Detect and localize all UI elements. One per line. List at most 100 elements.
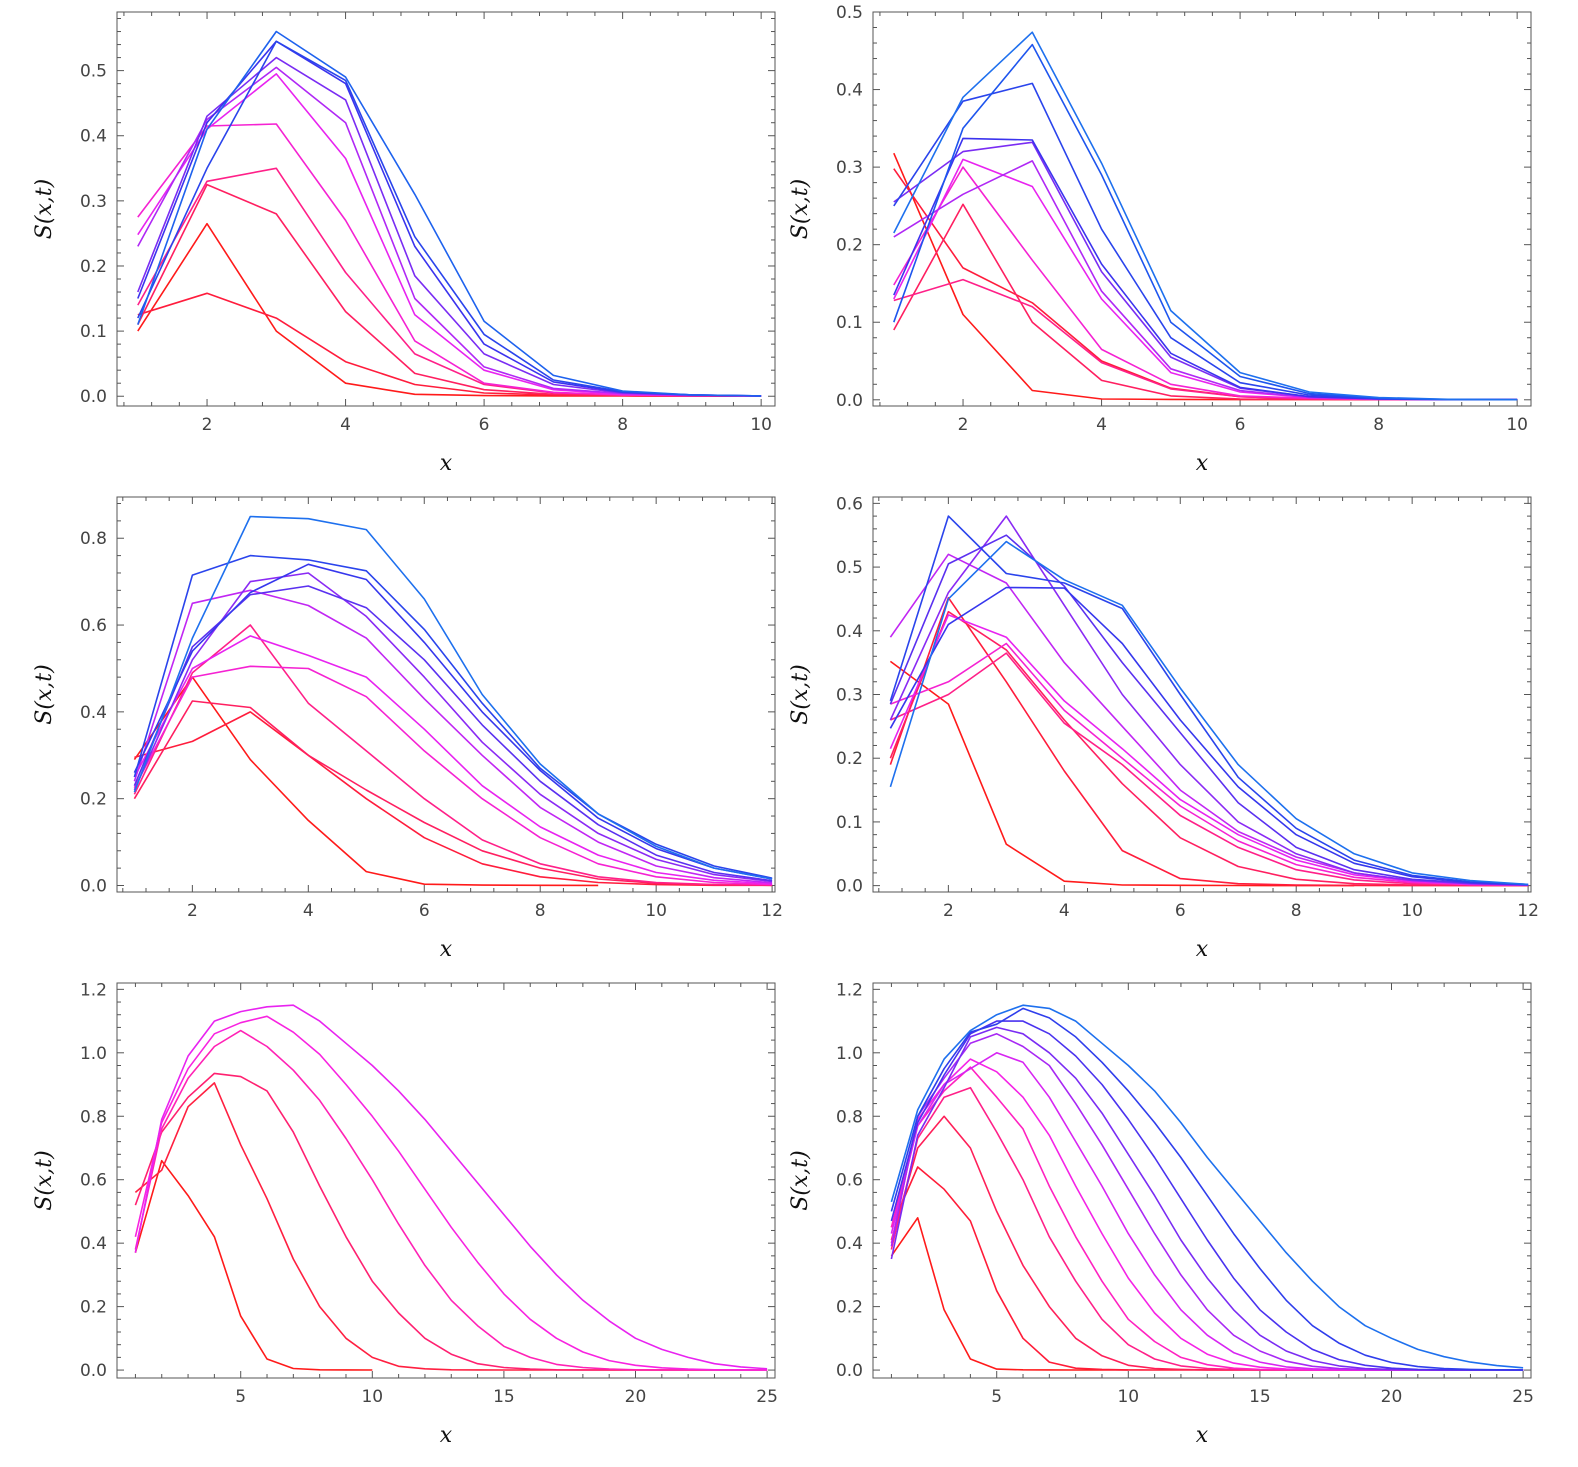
series-line-series-2 <box>893 168 1518 401</box>
series-line-series-10 <box>889 586 1529 886</box>
y-tick-label: 0.6 <box>836 494 863 514</box>
series-line-series-3 <box>137 183 762 398</box>
y-tick-label: 1.0 <box>836 1044 863 1064</box>
x-tick-label: 5 <box>235 1387 246 1407</box>
y-tick-label: 0.8 <box>80 1107 107 1127</box>
y-tick-label: 0.5 <box>80 62 107 82</box>
x-tick-label: 6 <box>1235 415 1246 435</box>
series-line-series-6 <box>889 614 1529 886</box>
y-axis-label: S(x,t) <box>788 664 813 724</box>
y-tick-label: 0.5 <box>836 3 863 23</box>
x-tick-label: 12 <box>1517 901 1539 921</box>
series-line-series-10 <box>893 82 1518 401</box>
y-tick-label: 0.1 <box>836 313 863 333</box>
series-line-series-11 <box>133 554 773 879</box>
y-tick-label: 0.8 <box>836 1107 863 1127</box>
x-tick-label: 6 <box>479 415 490 435</box>
y-axis-label: S(x,t) <box>32 664 57 724</box>
series-line-series-8 <box>133 572 773 883</box>
plot-frame <box>872 11 1532 407</box>
series-line-series-1 <box>137 222 762 398</box>
y-tick-label: 1.2 <box>80 980 107 1000</box>
x-tick-label: 6 <box>1175 901 1186 921</box>
chart-panel-1: 2 4 6 8 10 0.0 0.1 0.2 0.3 0.4 0.5 x S(x,t) <box>32 11 776 476</box>
x-tick-label: 12 <box>761 901 783 921</box>
series-line-series-7 <box>133 589 773 884</box>
series-line-series-1 <box>889 660 1355 887</box>
y-tick-label: 0.3 <box>80 192 107 212</box>
chart-panel-6: 5 10 15 20 25 0.0 0.2 0.4 0.6 0.8 1.0 1.2 x S(x,t) <box>788 980 1534 1448</box>
y-axis-label: S(x,t) <box>788 179 813 239</box>
y-axis-label: S(x,t) <box>32 1150 57 1210</box>
series-line-series-2 <box>890 1166 1524 1371</box>
chart-panel-3: 2 4 6 8 10 12 0.0 0.2 0.4 0.6 0.8 x S(x,t) <box>32 496 783 962</box>
series-line-series-9 <box>890 1026 1524 1371</box>
x-tick-label: 8 <box>535 901 546 921</box>
series-line-series-4 <box>890 1086 1524 1371</box>
series-line-series-5 <box>133 665 773 886</box>
series-line-series-5 <box>893 166 1518 401</box>
y-tick-label: 0.2 <box>836 236 863 256</box>
y-axis-label: S(x,t) <box>32 179 57 239</box>
x-axis-label: x <box>440 937 453 962</box>
y-tick-label: 0.6 <box>836 1171 863 1191</box>
chart-panel-2: 2 4 6 8 10 0.0 0.1 0.2 0.3 0.4 0.5 x S(x,t) <box>788 3 1532 476</box>
series-line-series-4 <box>133 624 773 886</box>
series-line-series-3 <box>889 610 1529 887</box>
x-axis-label: x <box>1196 451 1209 476</box>
x-tick-label: 10 <box>1117 1387 1139 1407</box>
y-tick-label: 0.0 <box>80 876 107 896</box>
x-tick-label: 10 <box>361 1387 383 1407</box>
series-line-series-2 <box>134 711 773 887</box>
x-tick-label: 25 <box>756 1387 778 1407</box>
y-tick-label: 0.2 <box>836 749 863 769</box>
y-tick-label: 0.4 <box>80 1234 107 1254</box>
x-axis-label: x <box>1196 937 1209 962</box>
x-tick-label: 4 <box>1059 901 1070 921</box>
x-tick-label: 15 <box>493 1387 515 1407</box>
series-line-series-1 <box>893 152 1518 401</box>
y-tick-label: 0.0 <box>836 877 863 897</box>
y-tick-label: 0.3 <box>836 686 863 706</box>
series-line-series-5 <box>890 1066 1524 1371</box>
x-tick-label: 20 <box>1381 1387 1403 1407</box>
y-tick-label: 0.6 <box>80 1171 107 1191</box>
y-tick-label: 0.4 <box>80 703 107 723</box>
x-axis-label: x <box>1196 1423 1209 1448</box>
series-line-series-1 <box>890 1217 1129 1371</box>
y-tick-label: 0.2 <box>80 257 107 277</box>
x-tick-label: 2 <box>202 415 213 435</box>
y-tick-label: 1.2 <box>836 980 863 1000</box>
x-tick-label: 10 <box>1506 415 1528 435</box>
series-line-series-2 <box>889 596 1529 887</box>
y-tick-label: 0.0 <box>80 387 107 407</box>
series-line-series-11 <box>889 515 1529 886</box>
y-tick-label: 0.1 <box>836 813 863 833</box>
y-tick-label: 0.0 <box>836 1361 863 1381</box>
series-line-series-5 <box>890 642 1529 887</box>
series-line-series-4 <box>134 1029 768 1371</box>
series-line-series-7 <box>889 553 1529 886</box>
x-tick-label: 4 <box>1096 415 1107 435</box>
y-tick-label: 0.6 <box>80 616 107 636</box>
x-tick-label: 10 <box>1401 901 1423 921</box>
x-tick-label: 8 <box>1291 901 1302 921</box>
y-tick-label: 0.0 <box>836 391 863 411</box>
series-line-series-6 <box>134 1004 768 1370</box>
series-line-series-11 <box>137 30 762 397</box>
series-line-series-7 <box>137 66 762 397</box>
y-axis-label: S(x,t) <box>788 1150 813 1210</box>
x-tick-label: 15 <box>1249 1387 1271 1407</box>
series-line-series-8 <box>137 56 762 397</box>
x-tick-label: 20 <box>625 1387 647 1407</box>
x-axis-label: x <box>440 1423 453 1448</box>
series-line-series-10 <box>890 1020 1524 1371</box>
series-line-series-6 <box>890 1058 1524 1371</box>
y-tick-label: 0.2 <box>80 790 107 810</box>
series-line-series-4 <box>890 652 1529 887</box>
x-tick-label: 10 <box>645 901 667 921</box>
series-line-series-1 <box>134 1159 373 1371</box>
plot-frame <box>872 982 1532 1379</box>
